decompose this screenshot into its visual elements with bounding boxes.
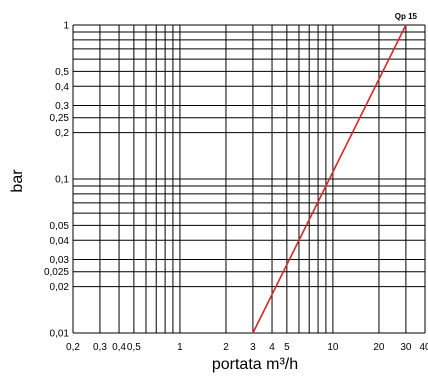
x-tick-label: 10 xyxy=(327,342,339,353)
y-tick-label: 1 xyxy=(63,21,69,32)
y-tick-label: 0,03 xyxy=(50,255,70,266)
y-tick-label: 0,4 xyxy=(55,82,69,93)
y-tick-label: 0,5 xyxy=(55,67,69,78)
series-line xyxy=(252,24,407,334)
y-axis-label: bar xyxy=(9,169,26,193)
y-tick-label: 0,2 xyxy=(55,128,69,139)
x-tick-label: 4 xyxy=(269,342,275,353)
x-tick-label: 0,2 xyxy=(66,342,80,353)
x-tick-label: 0,4 xyxy=(112,342,126,353)
y-tick-label: 0,3 xyxy=(55,101,69,112)
x-tick-label: 5 xyxy=(284,342,290,353)
x-tick-label: 20 xyxy=(373,342,385,353)
x-tick-label: 30 xyxy=(400,342,412,353)
y-tick-label: 0,25 xyxy=(50,113,70,124)
x-tick-label: 0,3 xyxy=(93,342,107,353)
x-tick-label: 2 xyxy=(223,342,229,353)
tick-layer: 0,2 0,3 0,4 0,5 1 2 3 4 5 10 20 30 400,010,020,0250,… xyxy=(44,21,428,354)
y-tick-label: 0,1 xyxy=(55,175,69,186)
x-tick-label: 1 xyxy=(177,342,183,353)
series-label: Qp 15 xyxy=(395,12,418,21)
series-layer: Qp 15 xyxy=(252,12,418,334)
x-tick-label: 40 xyxy=(419,342,428,353)
x-tick-label: 0,5 xyxy=(127,342,141,353)
y-tick-label: 0,02 xyxy=(50,282,70,293)
y-tick-label: 0,025 xyxy=(44,267,69,278)
x-tick-label: 3 xyxy=(250,342,256,353)
x-axis-label: portata m³/h xyxy=(212,356,298,373)
y-tick-label: 0,04 xyxy=(50,236,70,247)
y-tick-label: 0,01 xyxy=(50,329,70,340)
grid-layer xyxy=(72,24,426,334)
y-tick-label: 0,05 xyxy=(50,221,70,232)
